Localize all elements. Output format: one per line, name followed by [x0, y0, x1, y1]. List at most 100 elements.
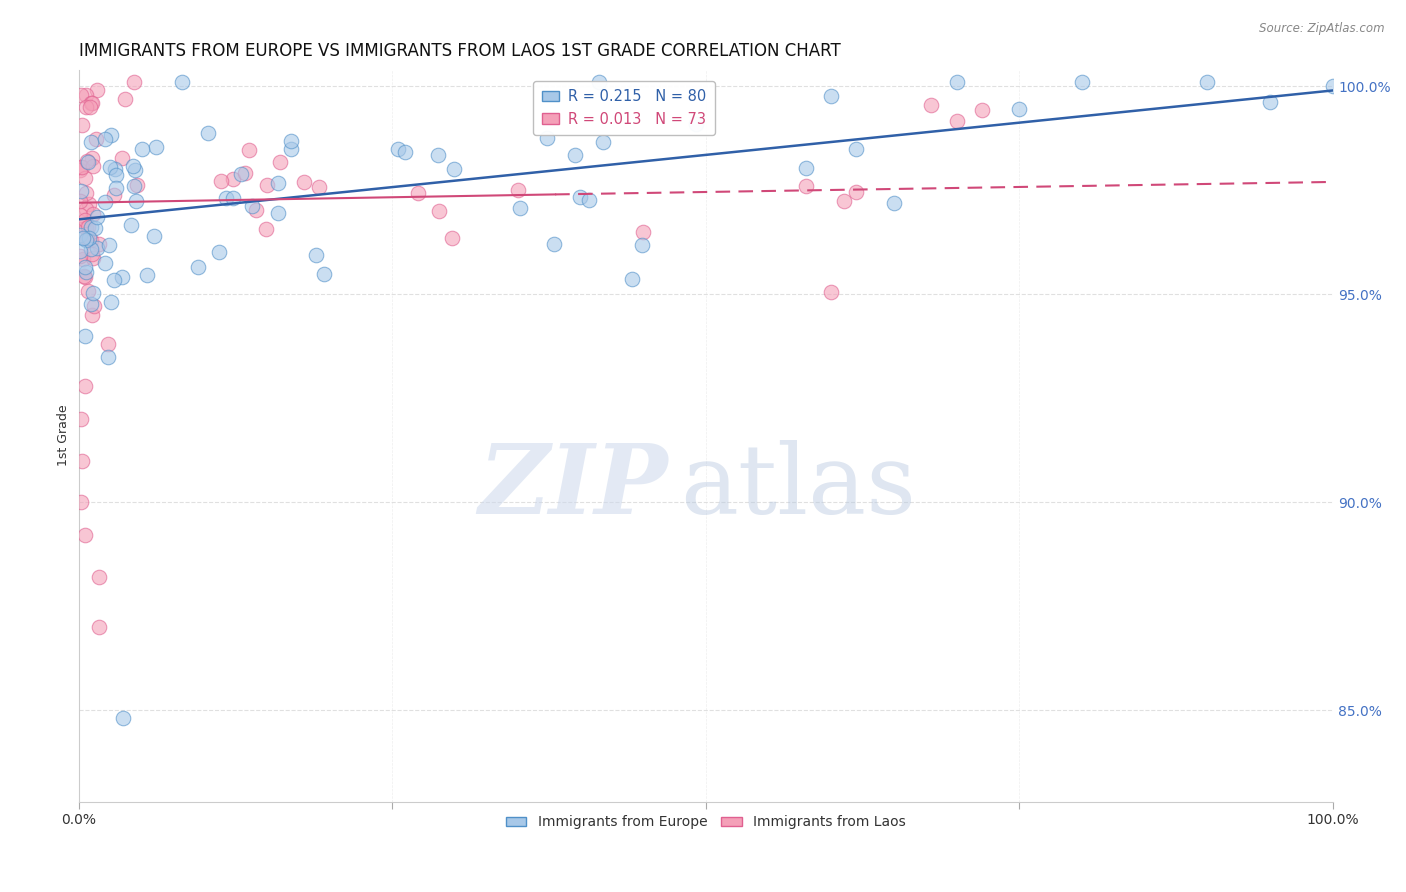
Point	[79, 233, 101, 247]
Point	[94, 132, 117, 146]
Point	[143, 229, 166, 244]
Point	[592, 135, 614, 149]
Point	[883, 196, 905, 211]
Point	[80, 297, 103, 311]
Point	[305, 248, 328, 262]
Point	[208, 245, 231, 260]
Point	[254, 222, 277, 236]
Point	[94, 194, 117, 209]
Point	[69, 228, 91, 243]
Point	[103, 273, 125, 287]
Y-axis label: 1st Grade: 1st Grade	[58, 405, 70, 467]
Point	[75, 186, 97, 200]
Point	[82, 308, 104, 322]
Point	[111, 270, 134, 285]
Point	[75, 212, 97, 227]
Point	[197, 126, 219, 140]
Point	[308, 179, 330, 194]
Point	[114, 92, 136, 106]
Point	[72, 453, 94, 467]
Point	[135, 268, 157, 283]
Point	[82, 159, 104, 173]
Point	[87, 570, 110, 584]
Point	[1322, 79, 1344, 94]
Point	[84, 132, 107, 146]
Point	[242, 199, 264, 213]
Point	[832, 194, 855, 209]
Point	[70, 160, 93, 174]
Point	[69, 412, 91, 426]
Point	[256, 178, 278, 193]
Point	[280, 134, 302, 148]
Point	[69, 495, 91, 509]
Point	[82, 251, 104, 265]
Point	[70, 118, 93, 132]
Point	[124, 163, 146, 178]
Point	[122, 75, 145, 89]
Point	[125, 194, 148, 209]
Point	[76, 154, 98, 169]
Point	[77, 196, 100, 211]
Point	[536, 130, 558, 145]
Point	[314, 267, 336, 281]
Point	[75, 87, 97, 102]
Point	[76, 231, 98, 245]
Point	[80, 151, 103, 165]
Text: ZIP: ZIP	[478, 440, 668, 533]
Point	[83, 299, 105, 313]
Point	[84, 220, 107, 235]
Point	[506, 183, 529, 197]
Point	[845, 142, 868, 156]
Point	[125, 178, 148, 193]
Text: atlas: atlas	[681, 440, 917, 533]
Point	[77, 284, 100, 298]
Point	[685, 117, 707, 131]
Point	[77, 154, 100, 169]
Point	[122, 178, 145, 193]
Point	[631, 225, 654, 239]
Point	[267, 206, 290, 220]
Point	[280, 142, 302, 156]
Point	[69, 184, 91, 198]
Point	[238, 143, 260, 157]
Text: IMMIGRANTS FROM EUROPE VS IMMIGRANTS FROM LAOS 1ST GRADE CORRELATION CHART: IMMIGRANTS FROM EUROPE VS IMMIGRANTS FRO…	[79, 42, 841, 60]
Point	[73, 171, 96, 186]
Point	[80, 242, 103, 256]
Point	[86, 83, 108, 97]
Point	[845, 186, 868, 200]
Point	[103, 187, 125, 202]
Point	[945, 114, 967, 128]
Point	[222, 192, 245, 206]
Point	[509, 201, 531, 215]
Point	[121, 160, 143, 174]
Point	[104, 162, 127, 177]
Point	[564, 148, 586, 162]
Point	[292, 175, 315, 189]
Point	[80, 135, 103, 149]
Point	[69, 249, 91, 263]
Point	[569, 190, 592, 204]
Point	[98, 160, 121, 174]
Point	[70, 87, 93, 102]
Point	[97, 350, 120, 364]
Point	[100, 295, 122, 310]
Point	[86, 211, 108, 225]
Point	[229, 167, 252, 181]
Point	[73, 528, 96, 542]
Point	[131, 142, 153, 156]
Point	[111, 151, 134, 165]
Point	[73, 269, 96, 284]
Point	[221, 171, 243, 186]
Point	[443, 161, 465, 176]
Point	[100, 128, 122, 142]
Point	[77, 231, 100, 245]
Point	[820, 88, 842, 103]
Point	[588, 75, 610, 89]
Point	[73, 260, 96, 274]
Point	[120, 218, 142, 232]
Point	[543, 236, 565, 251]
Legend: Immigrants from Europe, Immigrants from Laos: Immigrants from Europe, Immigrants from …	[501, 810, 911, 835]
Point	[80, 95, 103, 110]
Point	[621, 272, 644, 286]
Point	[75, 234, 97, 248]
